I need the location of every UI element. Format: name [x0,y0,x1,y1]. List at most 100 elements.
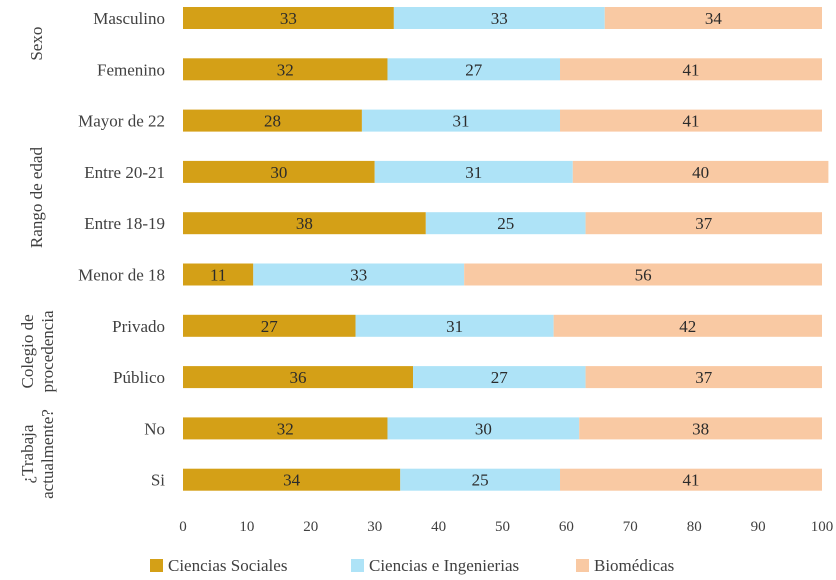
category-label-mayor-de-22: Mayor de 22 [78,112,165,131]
value-label-biomedicas-no: 38 [692,419,709,438]
bar-ciencias-sociales-femenino [183,58,388,81]
x-tick-label-50: 50 [495,519,510,535]
x-tick-label-20: 20 [303,519,318,535]
bars: 33 33 34 32 27 41 28 31 41 30 31 40 38 25 37 11 33 56 27 31… [183,7,829,491]
bar-ciencias-e-ingenierias-privado [355,314,554,337]
bar-biomedicas-si [560,468,822,491]
bar-ciencias-e-ingenierias-entre-20-21 [374,160,573,183]
value-label-ciencias-e-ingenierias-privado: 31 [446,317,463,336]
value-label-ciencias-e-ingenierias-si: 25 [472,471,489,490]
group-label-line: actualmente? [38,409,57,499]
bar-biomedicas-femenino [560,58,822,81]
value-label-ciencias-sociales-publico: 36 [290,368,307,387]
group-label-sexo: Sexo [27,27,46,61]
value-label-biomedicas-masculino: 34 [705,9,723,28]
bar-ciencias-sociales-mayor-de-22 [183,109,362,132]
group-label-rango-de-edad: Rango de edad [27,147,46,249]
bar-ciencias-e-ingenierias-entre-18-19 [425,212,586,235]
legend-swatch-ciencias-sociales [150,559,163,572]
value-label-ciencias-e-ingenierias-mayor-de-22: 31 [452,112,469,131]
value-label-ciencias-sociales-si: 34 [283,471,301,490]
value-label-ciencias-sociales-menor-de-18: 11 [210,266,226,285]
value-label-ciencias-e-ingenierias-femenino: 27 [465,60,483,79]
legend-swatch-ciencias-e-ingenierias [351,559,364,572]
group-label-line: Colegio de [18,314,37,388]
bar-ciencias-e-ingenierias-masculino [393,7,605,29]
bar-ciencias-sociales-privado [183,314,356,337]
value-label-biomedicas-entre-18-19: 37 [695,214,713,233]
value-label-biomedicas-si: 41 [683,471,700,490]
bar-ciencias-e-ingenierias-publico [413,366,586,389]
value-label-biomedicas-menor-de-18: 56 [635,266,652,285]
bar-biomedicas-entre-20-21 [572,160,829,183]
value-label-ciencias-sociales-masculino: 33 [280,9,297,28]
x-tick-label-0: 0 [179,519,187,535]
category-label-masculino: Masculino [93,9,165,28]
bar-biomedicas-menor-de-18 [464,263,822,286]
value-label-ciencias-sociales-mayor-de-22: 28 [264,112,281,131]
x-axis: 0 10 20 30 40 50 60 70 80 90 100 [179,519,833,535]
x-tick-label-90: 90 [751,519,766,535]
value-label-ciencias-e-ingenierias-masculino: 33 [491,9,508,28]
value-label-ciencias-e-ingenierias-publico: 27 [491,368,509,387]
legend: Ciencias Sociales Ciencias e Ingenierias B… [150,556,674,575]
category-labels: Masculino Femenino Mayor de 22 Entre 20-21 E… [78,9,165,490]
bar-biomedicas-privado [553,314,822,337]
legend-label-biomedicas: Biomédicas [594,556,674,575]
category-label-menor-de-18: Menor de 18 [78,266,165,285]
legend-label-ciencias-e-ingenierias: Ciencias e Ingenierias [369,556,519,575]
legend-label-ciencias-sociales: Ciencias Sociales [168,556,287,575]
bar-ciencias-sociales-masculino [183,7,394,29]
bar-biomedicas-mayor-de-22 [560,109,822,132]
group-label-line: Rango de edad [27,147,46,249]
group-label-line: procedencia [38,310,57,393]
group-label-line: ¿Trabaja [18,424,37,483]
x-tick-label-100: 100 [811,519,834,535]
x-tick-label-30: 30 [367,519,382,535]
group-label-trabaja-actualmente: ¿Trabajaactualmente? [18,409,57,499]
value-label-biomedicas-publico: 37 [695,368,713,387]
bar-biomedicas-entre-18-19 [585,212,822,235]
value-label-ciencias-e-ingenierias-menor-de-18: 33 [350,266,367,285]
group-labels: Sexo Rango de edad Colegio deprocedencia ¿T… [18,27,57,499]
x-tick-label-10: 10 [239,519,254,535]
category-label-no: No [144,419,165,438]
bar-ciencias-sociales-no [183,417,388,440]
bar-biomedicas-publico [585,366,822,389]
x-tick-label-60: 60 [559,519,574,535]
category-label-si: Si [151,471,165,490]
bar-ciencias-e-ingenierias-si [400,468,561,491]
bar-ciencias-e-ingenierias-no [387,417,580,440]
category-label-femenino: Femenino [97,60,165,79]
bar-biomedicas-no [579,417,822,440]
category-label-privado: Privado [112,317,165,336]
bar-biomedicas-masculino [604,7,822,29]
value-label-biomedicas-mayor-de-22: 41 [683,112,700,131]
x-tick-label-70: 70 [623,519,638,535]
bar-ciencias-e-ingenierias-mayor-de-22 [361,109,561,132]
x-tick-label-40: 40 [431,519,446,535]
bar-ciencias-sociales-entre-20-21 [183,160,375,183]
legend-swatch-biomedicas [576,559,589,572]
value-label-ciencias-e-ingenierias-no: 30 [475,419,492,438]
value-label-ciencias-sociales-entre-18-19: 38 [296,214,313,233]
group-label-line: Sexo [27,27,46,61]
value-label-biomedicas-femenino: 41 [683,60,700,79]
value-label-ciencias-e-ingenierias-entre-18-19: 25 [497,214,514,233]
group-label-colegio-de-procedencia: Colegio deprocedencia [18,310,57,393]
value-label-ciencias-sociales-femenino: 32 [277,60,294,79]
bar-ciencias-sociales-publico [183,366,414,389]
value-label-biomedicas-entre-20-21: 40 [692,163,709,182]
value-label-biomedicas-privado: 42 [679,317,696,336]
value-label-ciencias-e-ingenierias-entre-20-21: 31 [465,163,482,182]
x-tick-label-80: 80 [687,519,702,535]
category-label-publico: Público [113,368,165,387]
bar-ciencias-sociales-entre-18-19 [183,212,426,235]
value-label-ciencias-sociales-no: 32 [277,419,294,438]
bar-ciencias-sociales-si [183,468,401,491]
bar-ciencias-e-ingenierias-menor-de-18 [253,263,465,286]
category-label-entre-20-21: Entre 20-21 [84,163,165,182]
bar-ciencias-e-ingenierias-femenino [387,58,561,81]
category-label-entre-18-19: Entre 18-19 [84,214,165,233]
